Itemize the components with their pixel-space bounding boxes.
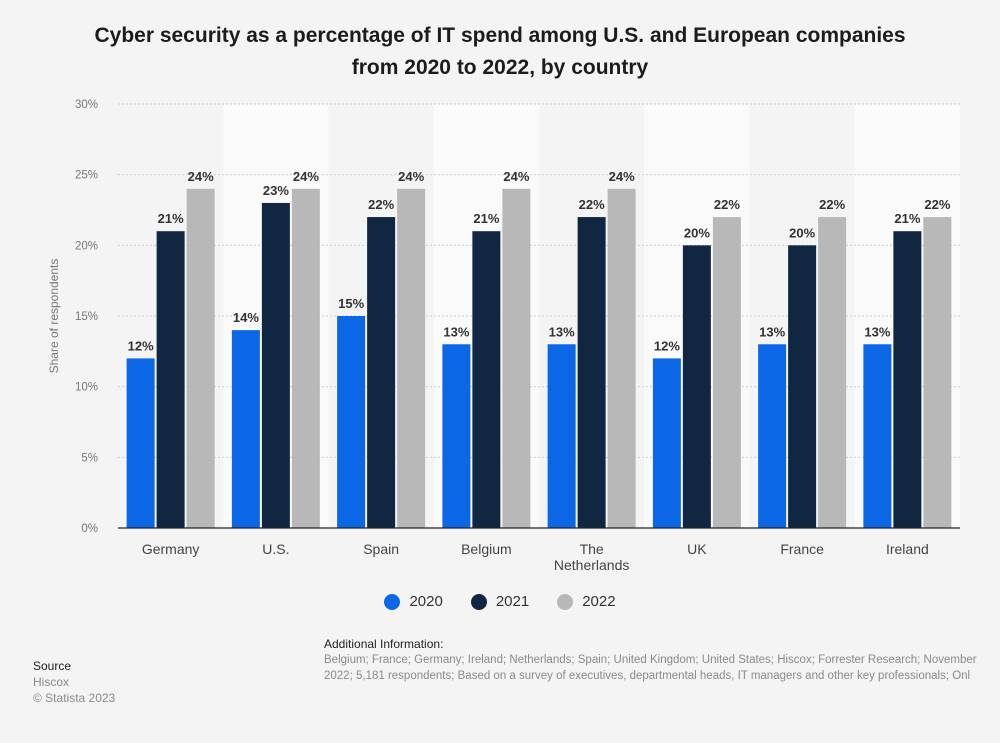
legend-item-2022[interactable]: 2022 <box>557 593 616 610</box>
value-label-2020: 13% <box>759 324 785 339</box>
y-tick-label: 10% <box>75 382 98 394</box>
value-label-2021: 22% <box>579 197 605 212</box>
y-tick-label: 25% <box>75 170 98 182</box>
x-tick-label: UK <box>687 541 707 557</box>
legend-label-2020: 2020 <box>409 593 443 610</box>
value-label-2022: 22% <box>714 197 740 212</box>
value-label-2022: 24% <box>293 169 319 184</box>
value-label-2020: 13% <box>549 324 575 339</box>
x-tick-label: Belgium <box>461 541 512 557</box>
chart-title-line-1: Cyber security as a percentage of IT spe… <box>94 24 906 47</box>
value-label-2020: 14% <box>233 310 259 325</box>
x-tick-label: U.S. <box>262 541 289 557</box>
chart-title-line-2: from 2020 to 2022, by country <box>351 56 649 79</box>
bar-2021 <box>156 231 185 528</box>
bar-2022 <box>818 217 847 529</box>
value-label-2021: 23% <box>263 183 289 198</box>
value-label-2020: 12% <box>128 338 154 353</box>
source-block: Source Hiscox © Statista 2023 <box>33 658 115 706</box>
bar-2020 <box>337 316 366 528</box>
value-label-2022: 24% <box>609 169 635 184</box>
x-tick-label: Ireland <box>886 541 929 557</box>
legend-marker-2021 <box>470 593 487 610</box>
value-label-2020: 15% <box>338 296 364 311</box>
x-tick-label: Spain <box>363 541 399 557</box>
bar-2020 <box>758 344 787 528</box>
chart-title: Cyber security as a percentage of IT spe… <box>0 20 1000 84</box>
x-tick-label: Germany <box>142 541 200 557</box>
y-tick-label: 5% <box>81 452 98 464</box>
bar-2021 <box>261 202 290 528</box>
y-tick-label: 15% <box>75 311 98 323</box>
additional-information-heading: Additional Information: <box>324 637 444 651</box>
value-label-2022: 24% <box>398 169 424 184</box>
legend-marker-2022 <box>557 593 574 610</box>
legend-item-2020[interactable]: 2020 <box>384 593 443 610</box>
value-label-2022: 22% <box>924 197 950 212</box>
y-tick-label: 0% <box>81 523 98 535</box>
bar-2022 <box>712 217 741 529</box>
bar-2022 <box>186 188 215 529</box>
y-tick-label: 30% <box>75 99 98 111</box>
bar-2021 <box>682 245 711 529</box>
value-label-2022: 24% <box>188 169 214 184</box>
value-label-2021: 21% <box>158 211 184 226</box>
x-tick-label: Netherlands <box>554 557 630 573</box>
x-tick-label: The <box>580 541 604 557</box>
bar-2022 <box>291 188 320 529</box>
bar-2022 <box>923 217 952 529</box>
value-label-2021: 21% <box>894 211 920 226</box>
additional-information: Additional Information: Belgium; France;… <box>324 637 1000 684</box>
value-label-2022: 22% <box>819 197 845 212</box>
value-label-2021: 21% <box>473 211 499 226</box>
bar-2022 <box>502 188 531 529</box>
bar-2020 <box>652 358 681 528</box>
y-axis-title: Share of respondents <box>47 259 61 374</box>
value-label-2020: 12% <box>654 338 680 353</box>
value-label-2022: 24% <box>503 169 529 184</box>
bar-2020 <box>126 358 155 528</box>
bar-2020 <box>863 344 892 528</box>
bar-2020 <box>442 344 471 528</box>
copyright: © Statista 2023 <box>33 691 116 705</box>
source-heading: Source <box>33 659 72 673</box>
bar-2021 <box>893 231 922 528</box>
legend-label-2021: 2021 <box>495 593 530 610</box>
legend[interactable]: 2020 2021 2022 <box>0 593 1000 610</box>
x-tick-label: France <box>780 541 824 557</box>
source-name: Hiscox <box>33 675 70 689</box>
bar-2021 <box>577 217 606 529</box>
value-label-2021: 22% <box>368 197 394 212</box>
bar-2021 <box>472 231 501 528</box>
value-label-2020: 13% <box>443 324 469 339</box>
bar-2021 <box>788 245 817 529</box>
bar-2020 <box>547 344 576 528</box>
value-label-2021: 20% <box>789 225 815 240</box>
legend-item-2021[interactable]: 2021 <box>470 593 530 610</box>
legend-label-2022: 2022 <box>582 593 616 610</box>
value-label-2020: 13% <box>864 324 890 339</box>
bar-chart: 0% 5% 10% 15% 20% 25% 30% Share of respondents 1… <box>47 99 960 573</box>
bar-2022 <box>607 188 636 529</box>
value-label-2021: 20% <box>684 225 710 240</box>
additional-information-line-1: Belgium; France; Germany; Ireland; Nethe… <box>324 654 977 666</box>
bar-2020 <box>231 330 260 528</box>
bar-2021 <box>367 217 396 529</box>
bar-2022 <box>397 188 426 529</box>
y-tick-label: 20% <box>75 240 98 252</box>
legend-marker-2020 <box>384 593 401 610</box>
additional-information-line-2: 2022; 5,181 respondents; Based on a surv… <box>324 670 971 682</box>
